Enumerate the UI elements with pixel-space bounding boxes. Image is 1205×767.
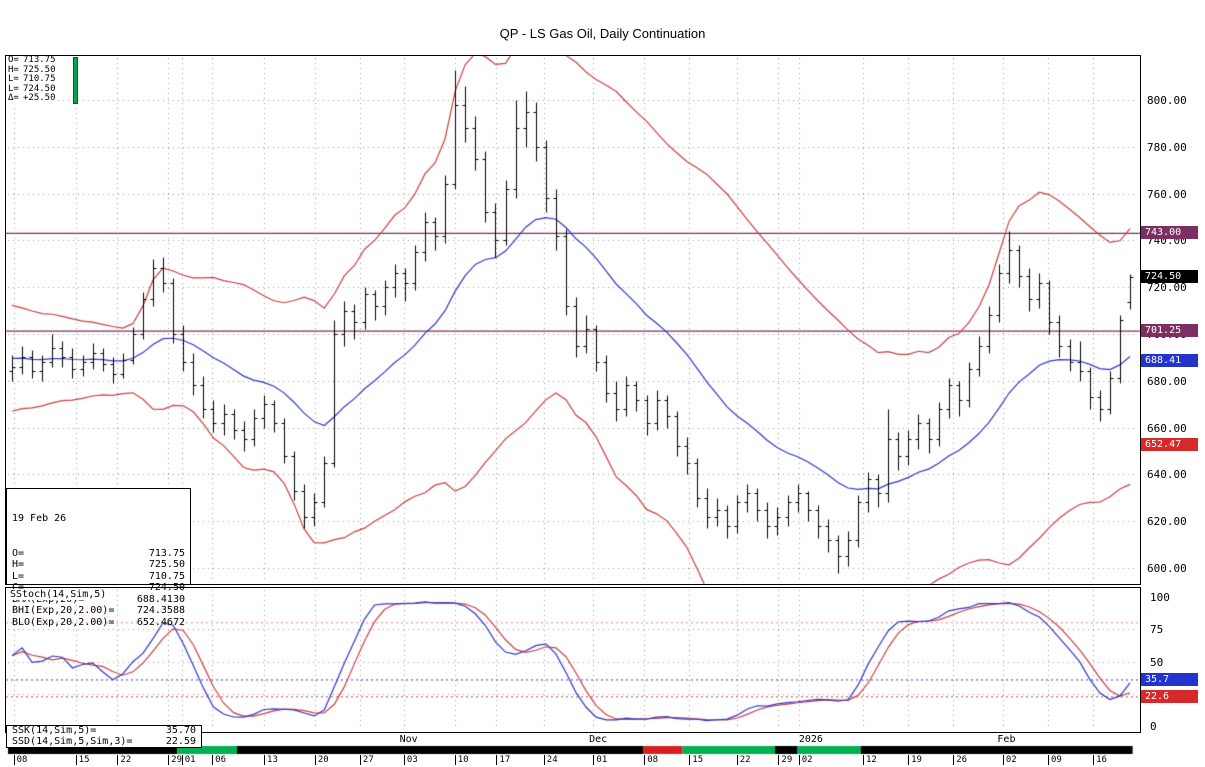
data-window-row: H= 725.50 [12,559,185,570]
data-window-row: C= 724.50 [12,582,185,593]
price-badge: 724.50 [1141,269,1198,283]
price-badge: 652.47 [1141,438,1198,452]
x-axis-tick-label: 17 [496,755,510,765]
stoch-axis-label: 100 [1150,591,1170,604]
x-axis-month-label: 2026 [798,734,823,745]
x-axis-tick-label: 15 [689,755,703,765]
data-window: 19 Feb 26 O= 713.75 H= 725.50 L= 710.75 C= 724.… [6,488,191,628]
price-axis-label: 720.00 [1147,281,1187,295]
stoch-axis-label: 75 [1150,623,1164,637]
stoch-axis-label: 50 [1150,655,1164,669]
stoch-values-box: SSK(14,Sim,5)= 35.70 SSD(14,Sim,5,Sim,3)= 2… [6,725,202,748]
quote-row: H= 725.50 [8,64,56,75]
price-axis-label: 640.00 [1147,468,1187,482]
stoch-panel-label: SStoch(14,Sim,5) [8,589,109,600]
data-window-row: L= 710.75 [12,570,185,582]
x-axis-tick-label: 29 [168,755,182,765]
x-axis-tick-label: 02 [798,755,813,765]
x-axis-tick-label: 10 [454,755,469,765]
x-axis-month-label: Dec [589,734,608,745]
chart-title: QP - LS Gas Oil, Daily Continuation [499,26,706,41]
price-axis-label: 680.00 [1147,374,1187,388]
price-axis-label: 660.00 [1147,421,1187,435]
stoch-badge: 22.6 [1141,689,1198,703]
x-axis-tick-label: 08 [644,755,658,765]
quote-row: O= 713.75 [8,55,56,65]
x-axis-tick-label: 22 [736,755,751,765]
quote-board: O= 713.75 H= 725.50 L= 710.75 L= 724.50 Δ= +25.50 [6,55,58,104]
price-axis-label: 800.00 [1147,94,1187,107]
x-axis-tick-label: 08 [13,755,27,765]
x-axis-tick-label: 26 [953,755,967,765]
x-axis-tick-label: 02 [1002,755,1017,765]
x-axis-tick-label: 03 [403,755,418,765]
x-axis-month-label: Nov [399,734,418,745]
price-axis-label: 780.00 [1147,140,1187,154]
price-axis-label: 620.00 [1147,515,1187,529]
data-window-row: BHI(Exp,20,2.00)= 724.3588 [12,605,185,616]
price-axis-label: 760.00 [1147,187,1187,201]
x-axis-tick-label: 22 [117,755,131,765]
price-badge: 743.00 [1141,226,1198,240]
x-axis-tick-label: 29 [778,755,792,765]
x-axis-tick-label: 09 [1048,755,1062,765]
data-window-row: O= 713.75 [12,547,185,559]
quote-row: Δ= +25.50 [8,93,56,104]
x-axis-month-label: Feb [997,734,1016,745]
price-badge: 701.25 [1141,324,1198,338]
quote-row: L= 710.75 [8,74,56,85]
stoch-value-row: SSK(14,Sim,5)= 35.70 [12,725,196,736]
x-axis-tick-label: 01 [181,755,196,765]
price-badge: 688.41 [1141,354,1198,368]
x-axis-tick-label: 06 [212,755,226,765]
stoch-axis-label: 0 [1150,720,1157,733]
x-axis-tick-label: 12 [863,755,877,765]
data-window-date: 19 Feb 26 [12,513,67,524]
x-axis-tick-label: 27 [359,755,374,765]
stoch-value-row: SSD(14,Sim,5,Sim,3)= 22.59 [12,735,196,747]
x-axis-tick-label: 19 [908,755,922,765]
x-axis-tick-label: 16 [1093,755,1107,765]
x-axis-tick-label: 15 [75,755,90,765]
x-axis-tick-label: 01 [593,755,607,765]
x-axis-tick-label: 24 [543,755,558,765]
stoch-badge: 35.7 [1141,672,1198,686]
x-axis-tick-label: 20 [314,755,329,765]
data-window-row: BLO(Exp,20,2.00)= 652.4672 [12,616,185,628]
price-axis-label: 600.00 [1147,562,1187,575]
x-axis-tick-label: 13 [264,755,278,765]
quote-row: L= 724.50 [8,83,56,94]
current-bar-marker [73,57,78,104]
